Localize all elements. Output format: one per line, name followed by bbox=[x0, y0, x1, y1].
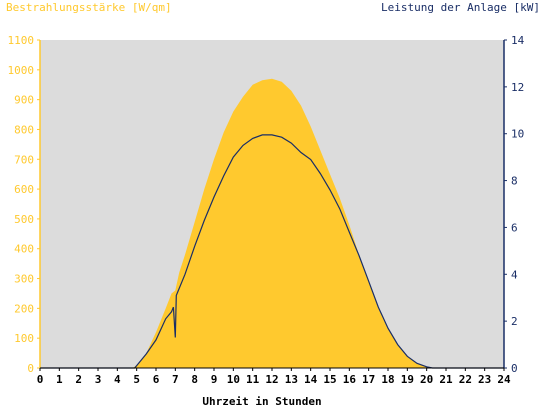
y-tick-left-label: 200 bbox=[14, 302, 34, 315]
x-tick-label: 23 bbox=[478, 373, 491, 386]
x-tick-label: 22 bbox=[459, 373, 472, 386]
power-line bbox=[40, 134, 504, 369]
x-tick-label: 8 bbox=[191, 373, 198, 386]
x-tick-label: 17 bbox=[362, 373, 375, 386]
y-ticks-right: 0 2 4 6 8 10 12 14 bbox=[504, 34, 525, 375]
x-tick-label: 15 bbox=[323, 373, 336, 386]
x-tick-label: 0 bbox=[37, 373, 44, 386]
y-tick-left-label: 400 bbox=[14, 243, 34, 256]
x-axis-title: Uhrzeit in Stunden bbox=[202, 395, 321, 408]
x-tick-label: 16 bbox=[343, 373, 357, 386]
x-tick-label: 14 bbox=[304, 373, 318, 386]
y-tick-left-label: 300 bbox=[14, 273, 34, 286]
y-tick-left-label: 100 bbox=[14, 332, 34, 345]
irradiance-area bbox=[40, 78, 504, 369]
y-tick-left-label: 1000 bbox=[8, 64, 35, 77]
x-tick-label: 4 bbox=[114, 373, 121, 386]
x-tick-label: 12 bbox=[265, 373, 278, 386]
y-tick-left-label: 900 bbox=[14, 94, 34, 107]
y-ticks-left: 0 100 200 300 400 500 600 700 800 900 1000 1100 bbox=[8, 34, 40, 375]
y-tick-left-label: 0 bbox=[27, 362, 34, 375]
x-tick-label: 9 bbox=[211, 373, 218, 386]
right-axis-title: Leistung der Anlage [kW] bbox=[381, 1, 540, 14]
y-tick-left-label: 1100 bbox=[8, 34, 35, 47]
y-tick-right-label: 12 bbox=[511, 81, 524, 94]
y-tick-left-label: 600 bbox=[14, 183, 34, 196]
x-tick-label: 20 bbox=[420, 373, 433, 386]
x-tick-label: 19 bbox=[401, 373, 414, 386]
y-tick-right-label: 6 bbox=[511, 221, 518, 234]
x-tick-label: 5 bbox=[133, 373, 140, 386]
y-tick-left-label: 500 bbox=[14, 213, 34, 226]
x-tick-label: 24 bbox=[497, 373, 511, 386]
x-tick-label: 13 bbox=[285, 373, 298, 386]
x-tick-label: 18 bbox=[381, 373, 394, 386]
y-tick-right-label: 10 bbox=[511, 128, 524, 141]
x-ticks: 0 1 2 3 4 5 6 7 8 9 10 11 12 13 14 15 16 17 18 19 20 21 22 23 24 bbox=[37, 368, 511, 386]
y-tick-right-label: 8 bbox=[511, 175, 518, 188]
y-tick-right-label: 0 bbox=[511, 362, 518, 375]
left-axis-title: Bestrahlungsstärke [W/qm] bbox=[6, 1, 172, 14]
x-tick-label: 21 bbox=[439, 373, 453, 386]
x-tick-label: 11 bbox=[246, 373, 260, 386]
y-tick-right-label: 2 bbox=[511, 315, 518, 328]
x-tick-label: 7 bbox=[172, 373, 179, 386]
x-tick-label: 2 bbox=[75, 373, 82, 386]
y-tick-right-label: 4 bbox=[511, 268, 518, 281]
x-tick-label: 1 bbox=[56, 373, 63, 386]
x-tick-label: 3 bbox=[95, 373, 102, 386]
x-tick-label: 6 bbox=[153, 373, 160, 386]
y-tick-right-label: 14 bbox=[511, 34, 525, 47]
y-tick-left-label: 700 bbox=[14, 153, 34, 166]
x-tick-label: 10 bbox=[227, 373, 240, 386]
y-tick-left-label: 800 bbox=[14, 123, 34, 136]
